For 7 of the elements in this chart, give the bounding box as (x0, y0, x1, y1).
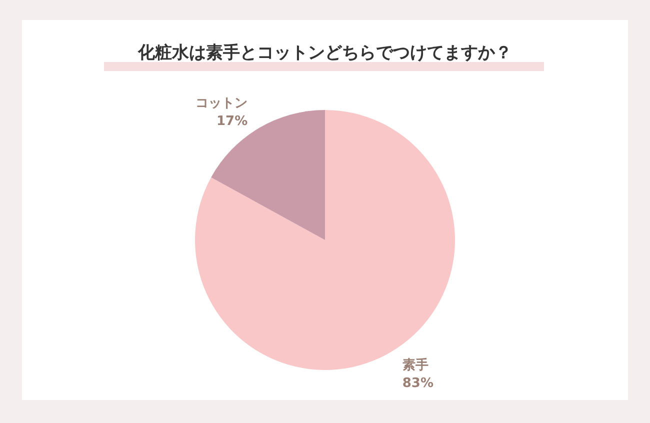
data-label: 17% (216, 114, 248, 130)
pie-slice (211, 110, 325, 240)
slice-label: 素手 (402, 356, 428, 373)
chart-title: 化粧水は素手とコットンどちらでつけてますか？ (137, 43, 512, 63)
pie-slice (195, 110, 455, 370)
slice-label: コットン (196, 96, 248, 112)
data-label: 83% (402, 376, 434, 391)
